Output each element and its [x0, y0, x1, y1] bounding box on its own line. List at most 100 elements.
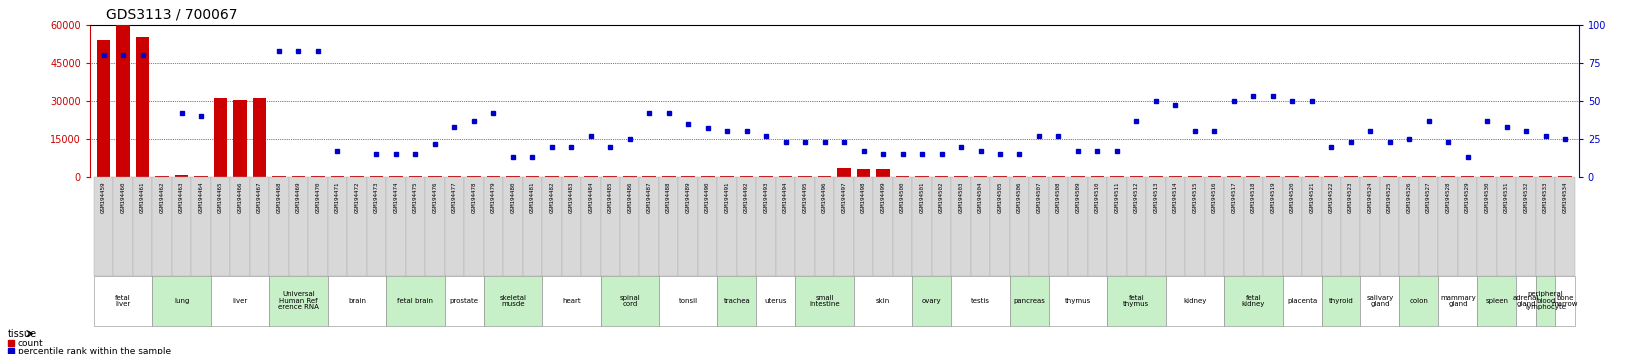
Text: colon: colon: [1410, 298, 1428, 304]
Text: GSM194510: GSM194510: [1094, 182, 1099, 213]
Text: GSM194461: GSM194461: [141, 182, 146, 213]
Text: GSM194483: GSM194483: [569, 182, 574, 213]
Text: GSM194475: GSM194475: [412, 182, 417, 213]
Bar: [175, 176, 188, 177]
Text: GSM194498: GSM194498: [861, 182, 865, 213]
Text: skin: skin: [875, 298, 890, 304]
Bar: [1343, 176, 1358, 177]
Bar: [834, 177, 854, 276]
Text: skeletal
musde: skeletal musde: [499, 295, 527, 307]
Bar: [854, 177, 874, 276]
Text: GSM194464: GSM194464: [198, 182, 203, 213]
Bar: [1399, 177, 1418, 276]
Text: GSM194478: GSM194478: [471, 182, 476, 213]
Text: GSM194463: GSM194463: [178, 182, 185, 213]
Bar: [347, 177, 366, 276]
Text: GSM194474: GSM194474: [393, 182, 399, 213]
Bar: [327, 177, 347, 276]
Bar: [1224, 276, 1283, 326]
Bar: [97, 40, 111, 177]
Text: GSM194493: GSM194493: [764, 182, 769, 213]
Text: lung: lung: [173, 298, 190, 304]
Text: placenta: placenta: [1288, 298, 1317, 304]
Bar: [640, 177, 659, 276]
Bar: [234, 99, 247, 177]
Bar: [465, 177, 484, 276]
Text: GSM194497: GSM194497: [841, 182, 846, 213]
Bar: [857, 169, 870, 177]
Bar: [327, 276, 386, 326]
Text: small
intestine: small intestine: [810, 295, 839, 307]
Bar: [1247, 176, 1260, 177]
Text: GSM194472: GSM194472: [355, 182, 360, 213]
Bar: [152, 177, 172, 276]
Bar: [756, 276, 795, 326]
Text: GSM194526: GSM194526: [1407, 182, 1412, 213]
Text: GSM194502: GSM194502: [939, 182, 944, 213]
Bar: [1556, 177, 1575, 276]
Bar: [1536, 276, 1556, 326]
Text: GSM194532: GSM194532: [1523, 182, 1528, 213]
Bar: [1184, 177, 1204, 276]
Bar: [195, 176, 208, 177]
Text: GSM194503: GSM194503: [959, 182, 964, 213]
Bar: [484, 177, 504, 276]
Bar: [1009, 276, 1049, 326]
Text: GSM194505: GSM194505: [998, 182, 1003, 213]
Text: GSM194534: GSM194534: [1562, 182, 1567, 213]
Text: GSM194477: GSM194477: [452, 182, 456, 213]
Text: GSM194514: GSM194514: [1173, 182, 1178, 213]
Bar: [854, 276, 913, 326]
Text: count: count: [18, 339, 44, 348]
Bar: [1029, 177, 1049, 276]
Bar: [877, 170, 890, 177]
Bar: [1088, 177, 1108, 276]
Bar: [1263, 177, 1283, 276]
Text: GSM194470: GSM194470: [316, 182, 321, 213]
Bar: [1165, 276, 1224, 326]
Bar: [913, 276, 951, 326]
Bar: [191, 177, 211, 276]
Bar: [1306, 176, 1319, 177]
Bar: [172, 177, 191, 276]
Bar: [795, 276, 854, 326]
Bar: [600, 177, 620, 276]
Text: heart: heart: [563, 298, 581, 304]
Bar: [1342, 177, 1361, 276]
Bar: [1399, 276, 1438, 326]
Text: Universal
Human Ref
erence RNA: Universal Human Ref erence RNA: [278, 291, 319, 310]
Text: GSM194467: GSM194467: [257, 182, 262, 213]
Bar: [116, 25, 129, 177]
Bar: [1438, 177, 1458, 276]
Text: GSM194529: GSM194529: [1466, 182, 1471, 213]
Text: GSM194491: GSM194491: [725, 182, 730, 213]
Bar: [542, 177, 561, 276]
Text: spinal
cord: spinal cord: [620, 295, 640, 307]
Text: kidney: kidney: [1183, 298, 1206, 304]
Text: GSM194482: GSM194482: [550, 182, 555, 213]
Bar: [1204, 177, 1224, 276]
Bar: [214, 98, 227, 177]
Bar: [504, 177, 522, 276]
Text: GSM194481: GSM194481: [530, 182, 535, 213]
Bar: [270, 276, 327, 326]
Bar: [252, 98, 267, 177]
Text: GDS3113 / 700067: GDS3113 / 700067: [106, 7, 237, 21]
Bar: [250, 177, 270, 276]
Bar: [288, 177, 308, 276]
Bar: [874, 177, 893, 276]
Text: thymus: thymus: [1065, 298, 1091, 304]
Bar: [1322, 177, 1342, 276]
Text: percentile rank within the sample: percentile rank within the sample: [18, 347, 172, 354]
Bar: [1068, 177, 1088, 276]
Text: adrenal
gland: adrenal gland: [1513, 295, 1539, 307]
Bar: [1049, 177, 1068, 276]
Bar: [736, 177, 756, 276]
Bar: [152, 276, 211, 326]
Bar: [1381, 177, 1399, 276]
Bar: [1108, 276, 1165, 326]
Text: salivary
gland: salivary gland: [1366, 295, 1394, 307]
Bar: [231, 177, 250, 276]
Text: GSM194484: GSM194484: [589, 182, 594, 213]
Bar: [270, 177, 288, 276]
